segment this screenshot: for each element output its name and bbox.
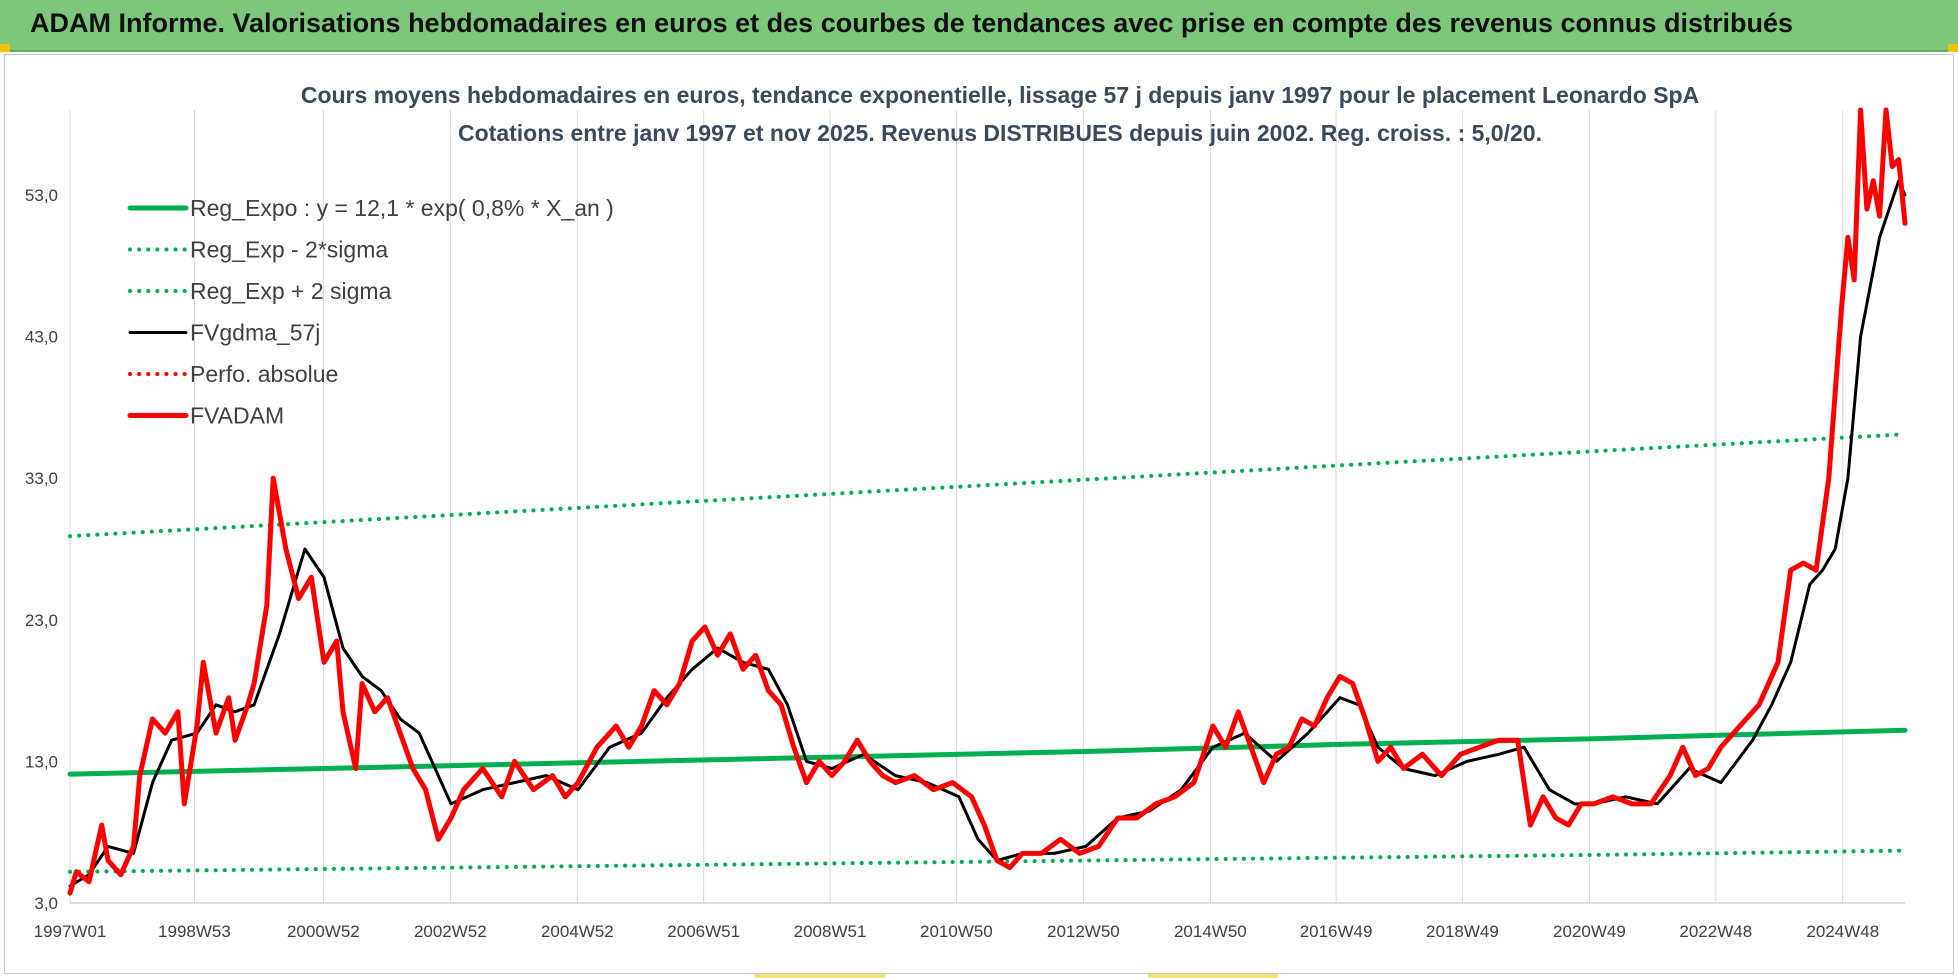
- x-tick-label: 2002W52: [414, 922, 487, 941]
- x-tick-label: 2006W51: [667, 922, 740, 941]
- report-header: ADAM Informe. Valorisations hebdomadaire…: [0, 0, 1958, 52]
- series-line-1: [68, 848, 1907, 874]
- x-tick-label: 2014W50: [1174, 922, 1247, 941]
- series-layer: [67, 107, 1908, 896]
- legend-label: Reg_Exp + 2 sigma: [190, 278, 392, 304]
- y-tick-label: 43,0: [25, 328, 58, 347]
- chart-title-line-2: Cotations entre janv 1997 et nov 2025. R…: [458, 120, 1542, 146]
- y-axis-ticks: 3,0 13,0 23,0 33,0 43,0 53,0: [25, 186, 58, 913]
- chart-legend: Reg_Expo : y = 12,1 * exp( 0,8% * X_an )…: [127, 195, 614, 429]
- legend-label: Reg_Expo : y = 12,1 * exp( 0,8% * X_an ): [190, 195, 614, 221]
- series-line-0: [67, 727, 1908, 777]
- legend-label: Perfo. absolue: [190, 361, 338, 387]
- chart-title-line-1: Cours moyens hebdomadaires en euros, ten…: [301, 82, 1699, 108]
- chart-frame: [4, 54, 1954, 974]
- y-tick-label: 53,0: [25, 186, 58, 205]
- x-tick-label: 1997W01: [34, 922, 107, 941]
- legend-label: Reg_Exp - 2*sigma: [190, 237, 388, 263]
- x-tick-label: 2018W49: [1426, 922, 1499, 941]
- x-tick-label: 2010W50: [920, 922, 993, 941]
- corner-marker-right: [1948, 44, 1958, 52]
- x-axis-ticks: 1997W01 1998W53 2000W52 2002W52 2004W52 2006W…: [34, 922, 1880, 941]
- x-tick-label: 2016W49: [1300, 922, 1373, 941]
- legend-label: FVADAM: [190, 403, 284, 429]
- y-tick-label: 13,0: [25, 752, 58, 771]
- y-tick-label: 3,0: [34, 894, 58, 913]
- bottom-marker-2: [1148, 974, 1278, 978]
- x-tick-label: 2008W51: [794, 922, 867, 941]
- series-line-2: [68, 432, 1907, 539]
- bottom-marker-1: [755, 974, 885, 978]
- series-line-4: [67, 107, 1908, 896]
- vertical-gridlines: [69, 110, 1844, 903]
- x-tick-label: 2004W52: [541, 922, 614, 941]
- x-tick-label: 2000W52: [287, 922, 360, 941]
- x-tick-label: 1998W53: [158, 922, 231, 941]
- x-tick-label: 2020W49: [1553, 922, 1626, 941]
- x-tick-label: 2012W50: [1047, 922, 1120, 941]
- x-tick-label: 2024W48: [1806, 922, 1879, 941]
- y-tick-label: 23,0: [25, 611, 58, 630]
- corner-marker-left: [0, 44, 10, 52]
- legend-label: FVgdma_57j: [190, 320, 320, 346]
- y-tick-label: 33,0: [25, 469, 58, 488]
- series-line-3: [68, 179, 1907, 888]
- x-tick-label: 2022W48: [1679, 922, 1752, 941]
- report-title: ADAM Informe. Valorisations hebdomadaire…: [30, 8, 1794, 38]
